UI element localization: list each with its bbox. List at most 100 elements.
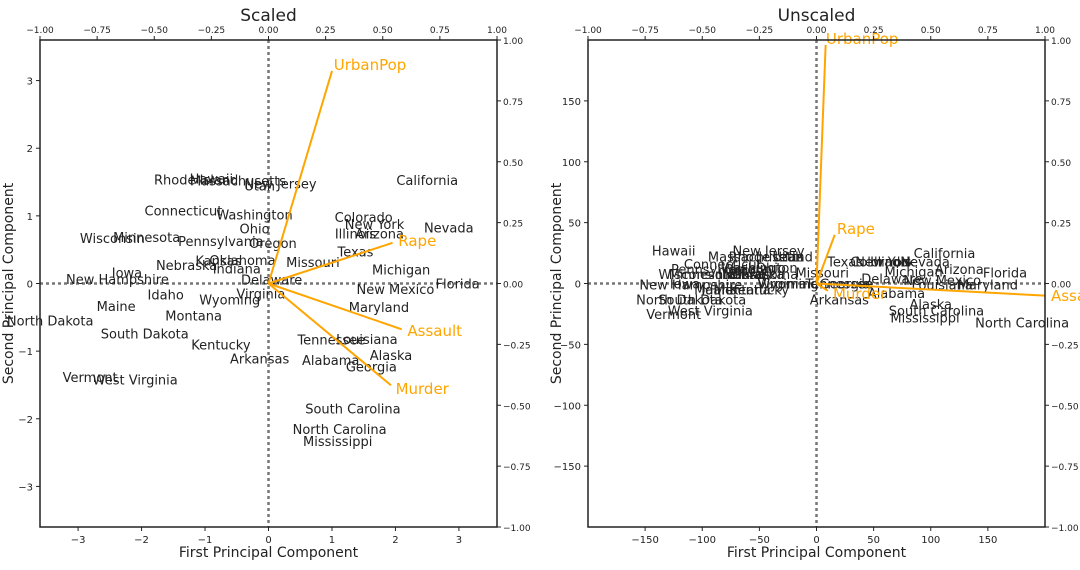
x-tick-label: −2 [134,535,149,546]
x-tick-label: −1 [198,535,213,546]
loading-label: Rape [398,232,436,250]
x-tick-label: 0 [265,535,271,546]
point-label: Wyoming [757,278,818,293]
top-tick-label: −0.25 [746,26,774,36]
point-label: Indiana [213,263,261,278]
point-label: West Virginia [93,374,178,389]
y-tick-label: 1 [27,212,33,223]
y-tick-label: 2 [27,144,33,155]
y-tick-label: −150 [554,462,581,473]
loading-arrow [815,234,836,284]
point-label: North Dakota [636,293,723,308]
right-tick-label: 1.00 [1051,37,1071,47]
x-tick-label: 0 [813,535,819,546]
top-tick-label: 0.50 [921,26,941,36]
point-label: Pennsylvania [671,263,756,278]
point-label: South Dakota [658,293,746,308]
right-tick-label: 0.50 [1051,159,1071,169]
point-label: Florida [436,278,480,293]
point-label: Massachusetts [190,175,286,190]
y-axis-label: Second Principal Component [549,182,565,384]
point-label: Hawaii [190,173,234,188]
y-tick-label: −100 [554,401,581,412]
point-label: New York [345,218,405,233]
point-label: Idaho [148,288,184,303]
point-label: Oregon [249,237,297,252]
loading-label: UrbanPop [826,30,899,48]
x-tick-label: 50 [867,535,880,546]
point-label: Michigan [884,265,942,280]
point-label: Iowa [112,267,142,282]
point-label: Oregon [724,263,772,278]
point-label: Mississippi [890,312,959,327]
point-label: Missouri [286,256,340,271]
point-label: Illinois [870,256,911,271]
y-tick-label: −2 [18,415,33,426]
loading-label: Assault [407,322,462,340]
right-tick-label: −0.75 [503,463,531,473]
point-label: New Hampshire [639,279,742,294]
panel-scaled: Alabama Alaska Arizona Arkansas California Co… [1,6,531,561]
loading-arrow [268,282,403,331]
point-label: Hawaii [652,245,696,260]
right-tick-label: 0.00 [1051,281,1071,291]
point-label: South Dakota [101,328,189,343]
point-label: North Carolina [293,423,387,438]
y-tick-label: 0 [575,280,581,291]
point-label: Minnesota [669,268,736,283]
right-tick-label: −0.25 [503,341,531,351]
right-tick-label: 0.75 [1051,98,1071,108]
point-label: North Carolina [975,316,1069,331]
point-label: Maryland [958,279,1018,294]
point-label: Iowa [670,278,700,293]
top-tick-label: −0.50 [688,26,716,36]
right-tick-label: −0.25 [1051,341,1079,351]
point-label: Ohio [240,223,270,238]
point-label: Maine [694,284,733,299]
y-tick-label: 3 [27,77,33,88]
point-label: Kentucky [730,284,790,299]
point-label: Montana [165,309,222,324]
point-label: Nevada [424,221,474,236]
point-label: Rhode Island [154,173,238,188]
point-label: Virginia [236,288,285,303]
top-tick-label: −0.50 [140,26,168,36]
point-label: New Jersey [732,245,804,260]
top-tick-label: 0.75 [978,26,998,36]
point-label: South Carolina [889,304,984,319]
point-label: Connecticut [145,204,223,219]
point-label: Colorado [335,211,393,226]
point-label: Montana [714,284,771,299]
loading-arrow [267,282,392,387]
x-tick-label: −150 [631,535,658,546]
point-label: Oklahoma [732,268,798,283]
y-axis-label: Second Principal Component [1,182,17,384]
point-label: Illinois [335,227,376,242]
top-tick-label: 0.00 [258,26,278,36]
x-tick-label: 3 [456,535,462,546]
top-tick-label: 1.00 [487,26,507,36]
y-tick-label: −3 [18,482,33,493]
point-label: Colorado [850,256,908,271]
point-label: California [914,247,976,262]
chart-title: Scaled [240,6,297,26]
loading-arrow [267,70,333,284]
point-label: Wisconsin [80,232,145,247]
right-tick-label: −0.75 [1051,463,1079,473]
point-label: Ohio [756,262,786,277]
point-label: Maine [97,300,136,315]
loading-arrow [816,282,1046,297]
top-tick-label: −0.75 [83,26,111,36]
point-label: New Mexico [356,283,434,298]
y-tick-label: 150 [562,97,581,108]
point-label: Texas [336,246,373,261]
top-tick-label: 0.00 [806,26,826,36]
right-tick-label: 0.25 [1051,220,1071,230]
point-label: Utah [773,251,804,266]
point-label: Alabama [868,287,925,302]
x-tick-label: 100 [921,535,940,546]
point-label: Virginia [758,278,807,293]
top-tick-label: 0.75 [430,26,450,36]
point-label: Wyoming [199,294,260,309]
